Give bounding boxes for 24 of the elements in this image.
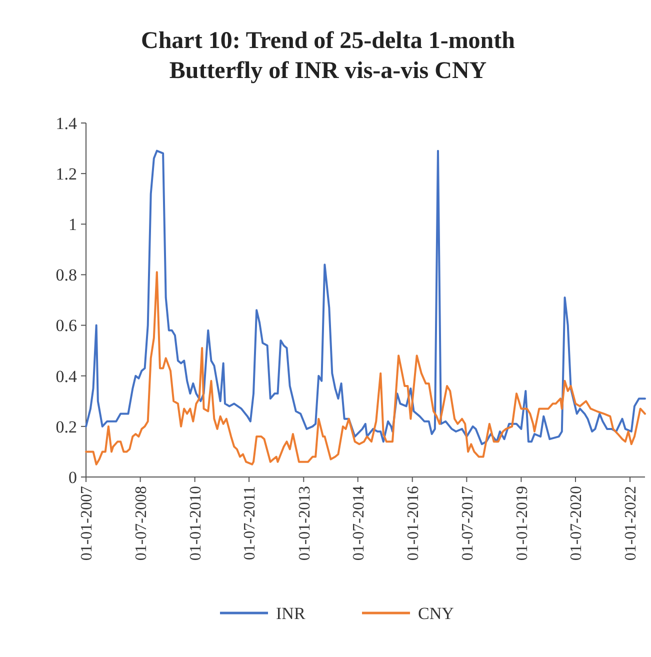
x-tick-label: 01-07-2017 <box>459 486 476 561</box>
y-tick-label: 0.6 <box>56 316 77 336</box>
x-tick-label: 01-07-2008 <box>132 486 150 561</box>
legend-label: CNY <box>418 604 454 623</box>
y-tick-label: 1 <box>68 215 77 234</box>
x-tick-label: 01-07-2020 <box>568 486 586 561</box>
x-tick-label: 01-01-2010 <box>187 486 204 561</box>
y-tick-label: 1.4 <box>56 114 78 133</box>
legend-label: INR <box>276 604 306 623</box>
x-tick-label: 01-01-2019 <box>514 486 531 561</box>
chart-title: Chart 10: Trend of 25-delta 1-month Butterfly of INR vis-a-vis CNY <box>141 28 515 84</box>
x-tick-label: 01-01-2013 <box>296 486 314 561</box>
y-tick-label: 1.2 <box>56 164 77 184</box>
x-tick-label: 01-01-2016 <box>404 486 422 561</box>
x-tick-label: 01-07-2014 <box>350 486 368 561</box>
x-tick-label: 01-01-2022 <box>622 486 640 561</box>
x-tick-label: 01-07-2011 <box>242 486 259 560</box>
line-series <box>85 271 646 466</box>
y-tick-label: 0 <box>68 468 77 487</box>
y-tick-label: 0.4 <box>56 366 78 386</box>
y-tick-label: 0.8 <box>56 266 77 285</box>
x-tick-label: 01-01-2007 <box>78 486 96 561</box>
y-tick-label: 0.2 <box>56 417 77 436</box>
line-series <box>85 150 646 446</box>
